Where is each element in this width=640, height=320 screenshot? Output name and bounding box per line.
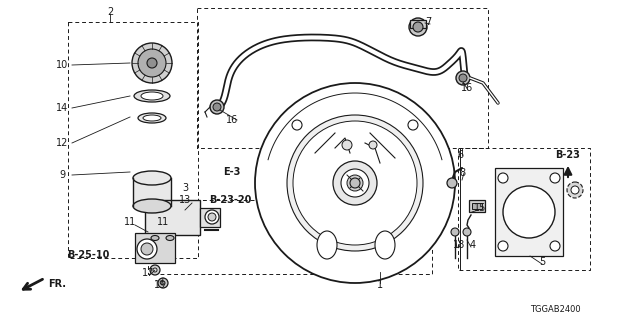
Circle shape [463,228,471,236]
Circle shape [153,268,157,272]
Circle shape [413,22,423,32]
Text: 12: 12 [56,138,68,148]
Text: 14: 14 [56,103,68,113]
Bar [495,168,563,256]
Circle shape [137,239,157,259]
Ellipse shape [205,210,219,224]
Circle shape [158,278,168,288]
Circle shape [287,115,423,251]
Circle shape [132,43,172,83]
Text: 7: 7 [425,17,431,27]
Text: E-3: E-3 [223,167,241,177]
Text: 13: 13 [179,195,191,205]
Circle shape [456,71,470,85]
Circle shape [498,241,508,251]
Bar [135,233,175,263]
Text: 10: 10 [56,60,68,70]
Circle shape [571,186,579,194]
Text: 16: 16 [226,115,238,125]
Circle shape [161,281,165,285]
Ellipse shape [317,231,337,259]
Ellipse shape [208,213,216,221]
Circle shape [550,241,560,251]
Text: 18: 18 [453,240,465,250]
Text: 11: 11 [157,217,169,227]
Text: B-23-20: B-23-20 [209,195,251,205]
Circle shape [503,186,555,238]
Ellipse shape [133,199,171,213]
Circle shape [292,120,302,130]
Ellipse shape [138,113,166,123]
Text: FR.: FR. [48,279,66,289]
Circle shape [141,243,153,255]
Circle shape [409,18,427,36]
Circle shape [550,173,560,183]
Text: 11: 11 [124,217,136,227]
Circle shape [341,169,369,197]
Text: 1: 1 [377,280,383,290]
Ellipse shape [375,231,395,259]
Bar [200,208,220,227]
Text: 8: 8 [459,168,465,178]
Circle shape [567,182,583,198]
Bar [145,200,200,235]
Circle shape [213,103,221,111]
Circle shape [350,178,360,188]
Ellipse shape [133,171,171,185]
Ellipse shape [143,115,161,121]
Text: TGGAB2400: TGGAB2400 [530,306,580,315]
Circle shape [293,121,417,245]
Circle shape [342,140,352,150]
Text: B-23: B-23 [556,150,580,160]
Circle shape [459,74,467,82]
Text: 2: 2 [107,7,113,17]
Text: 17: 17 [142,268,154,278]
Text: 4: 4 [470,240,476,250]
Ellipse shape [134,90,170,102]
Text: 19: 19 [154,280,166,290]
Circle shape [255,83,455,283]
Text: 16: 16 [461,83,473,93]
Bar [472,203,482,209]
Text: 9: 9 [59,170,65,180]
Circle shape [369,141,377,149]
Circle shape [447,178,457,188]
Circle shape [408,120,418,130]
Circle shape [138,49,166,77]
Text: 3: 3 [182,183,188,193]
Circle shape [150,265,160,275]
Text: 15: 15 [474,203,486,213]
Ellipse shape [141,92,163,100]
Circle shape [333,161,377,205]
Circle shape [498,173,508,183]
Circle shape [451,228,459,236]
Circle shape [147,58,157,68]
Circle shape [347,175,363,191]
Bar [410,20,426,28]
Circle shape [210,100,224,114]
Text: 6: 6 [457,150,463,160]
Bar [469,200,485,212]
Ellipse shape [166,236,174,241]
Bar [133,178,171,206]
Ellipse shape [151,236,159,241]
Text: B-25-10: B-25-10 [67,250,109,260]
Text: 5: 5 [539,257,545,267]
